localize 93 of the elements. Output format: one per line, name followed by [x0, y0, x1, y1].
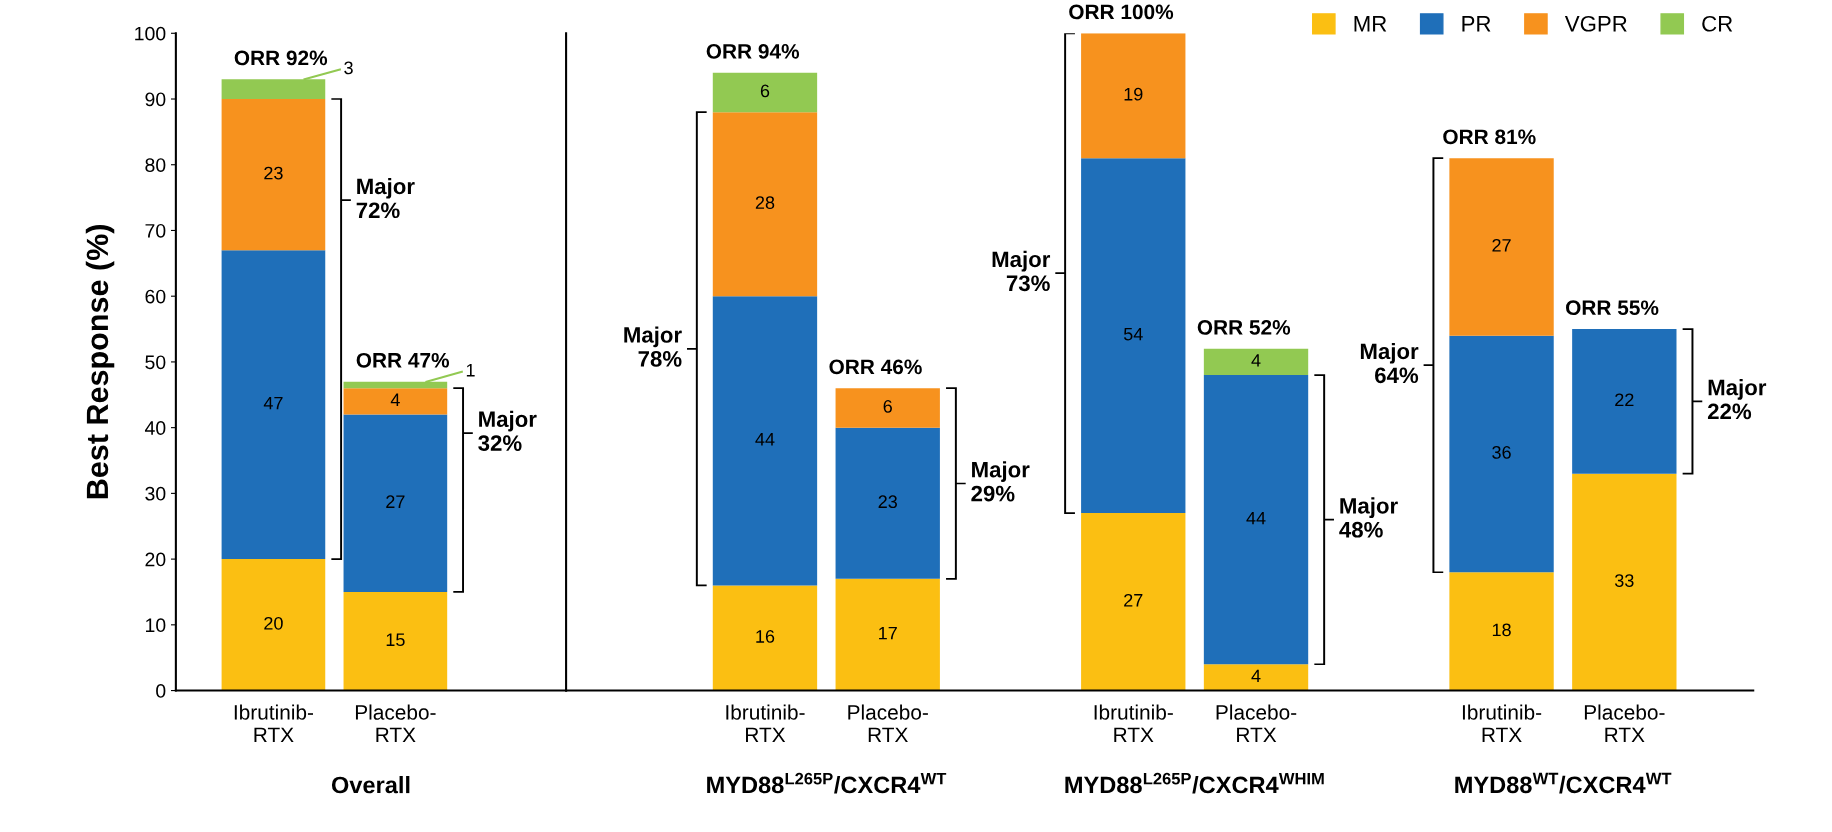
y-tick-label: 70	[145, 223, 166, 238]
data-label: 22	[1615, 393, 1634, 407]
data-label: 18	[1492, 623, 1511, 637]
bar	[835, 388, 940, 428]
bar	[1203, 375, 1309, 665]
total-label: ORR 55%	[1566, 300, 1659, 316]
x-tick-label: Ibrutinib- RTX	[1462, 704, 1542, 742]
annotation: Major 29%	[971, 461, 1030, 502]
data-label: 27	[386, 495, 405, 508]
total-label: ORR 100%	[1069, 4, 1174, 20]
y-tick-label: 60	[145, 289, 166, 304]
bar	[343, 591, 448, 691]
data-label: 4	[1251, 669, 1261, 683]
legend-label: MR	[1354, 16, 1387, 32]
bar	[1203, 348, 1309, 376]
x-tick-label: Ibrutinib- RTX	[234, 704, 314, 742]
data-label: 3	[344, 61, 353, 75]
y-tick-label: 90	[145, 92, 166, 107]
data-label: 20	[264, 616, 283, 630]
bar	[712, 296, 818, 586]
text: Major 78%	[624, 326, 682, 367]
data-label: 16	[756, 630, 775, 643]
data-label: 6	[760, 84, 770, 98]
x-tick-label: Placebo- RTX	[848, 704, 928, 742]
data-label: 4	[390, 393, 400, 407]
data-label: 17	[879, 626, 897, 640]
data-label: 19	[1124, 87, 1143, 101]
bar	[1449, 572, 1554, 691]
x-tick-label: Placebo- RTX	[355, 704, 436, 742]
bar	[221, 559, 326, 691]
legend-label: VGPR	[1564, 15, 1627, 32]
data-label: 23	[264, 166, 283, 180]
bar	[1449, 158, 1554, 336]
y-tick-label: 50	[145, 355, 166, 370]
legend-label: CR	[1702, 15, 1733, 32]
text: Major 22%	[1707, 379, 1767, 420]
y-tick-label: 40	[144, 421, 166, 435]
bar	[1449, 335, 1554, 573]
total-label: ORR 47%	[356, 352, 450, 368]
bar	[1081, 33, 1186, 159]
x-tick-label: Placebo- RTX	[1216, 704, 1297, 742]
x-tick-label: Ibrutinib- RTX	[1094, 704, 1173, 742]
data-label: 27	[1124, 593, 1143, 607]
y-tick-label: 30	[145, 486, 166, 501]
bar	[712, 72, 818, 113]
bar	[835, 427, 940, 579]
annotation: Major 72%	[356, 177, 415, 219]
data-label: 15	[386, 633, 405, 647]
data-label: 44	[755, 433, 775, 446]
data-label: 47	[263, 396, 283, 410]
data-label: 6	[883, 399, 892, 413]
bar	[1081, 158, 1186, 514]
annotation: Major 48%	[1339, 497, 1398, 538]
total-label: ORR 92%	[234, 50, 328, 66]
annotation: Major 73%	[992, 250, 1051, 292]
x-tick-label: Placebo- RTX	[1584, 704, 1665, 742]
bar	[221, 250, 326, 560]
text: MYD88$^{L265P}$/CXCR4$^{WHIM}$	[1065, 772, 1324, 794]
total-label: ORR 94%	[706, 43, 800, 59]
y-tick-label: 20	[145, 552, 166, 567]
data-label: 54	[1123, 327, 1143, 341]
data-label: 44	[1246, 511, 1266, 525]
data-label: 1	[466, 364, 475, 377]
data-label: 36	[1492, 446, 1511, 459]
total-label: ORR 52%	[1197, 320, 1291, 335]
bar	[712, 112, 818, 297]
bar	[1081, 513, 1186, 691]
bar	[343, 388, 448, 415]
y-tick-label: 80	[145, 158, 166, 172]
data-label: 33	[1614, 574, 1634, 587]
data-label: 4	[1251, 354, 1261, 367]
x-axis-title: Overall	[331, 776, 410, 794]
data-label: 28	[755, 196, 775, 210]
text: MYD88$^{WT}$/CXCR4$^{WT}$	[1455, 772, 1672, 794]
data-label: 27	[1492, 238, 1511, 252]
x-tick-label: Ibrutinib- RTX	[726, 704, 805, 742]
bar	[1572, 473, 1677, 691]
legend-label: PR	[1462, 16, 1491, 32]
data-label: 23	[878, 495, 897, 509]
total-label: ORR 81%	[1443, 129, 1536, 145]
bar	[712, 585, 818, 691]
y-tick-label: 100	[135, 26, 166, 41]
y-tick-label: 10	[146, 618, 166, 633]
text: MYD88$^{L265P}$/CXCR4$^{WT}$	[707, 772, 947, 794]
bar	[1203, 664, 1309, 691]
annotation: Major 64%	[1360, 342, 1419, 384]
y-axis-title: Best Response (%)	[85, 225, 115, 499]
bar	[835, 578, 940, 691]
text: Major 32%	[478, 410, 537, 451]
y-tick-label: 0	[156, 684, 166, 698]
bar	[221, 99, 326, 251]
bar	[1572, 329, 1677, 474]
total-label: ORR 46%	[829, 359, 922, 375]
